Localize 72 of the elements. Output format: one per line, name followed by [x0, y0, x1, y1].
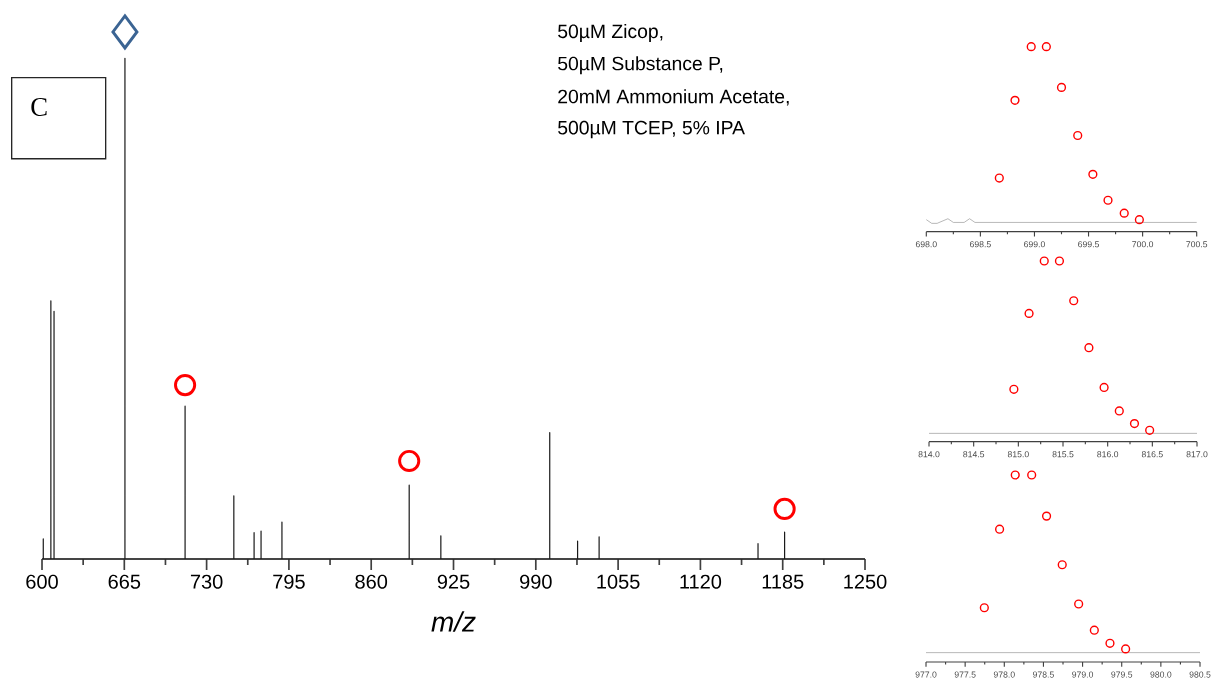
x-tick-label: 795	[273, 574, 305, 589]
x-tick-label: 1250	[844, 574, 887, 589]
point	[1114, 406, 1124, 416]
x-tick-label: 730	[190, 574, 223, 589]
point	[1084, 343, 1094, 353]
x-tick-label: 600	[26, 574, 58, 589]
point	[1073, 130, 1083, 141]
x-tick-label: 1185	[762, 574, 804, 589]
point	[1027, 470, 1037, 480]
point	[1129, 419, 1140, 429]
point	[1041, 42, 1051, 52]
x-tick-label: 1120	[680, 574, 722, 589]
x-tick-label: 698.0	[915, 241, 937, 248]
x-tick-label: 979.5	[1111, 671, 1133, 678]
point	[1099, 382, 1109, 393]
annotation: 20mM Ammonium Acetate,	[558, 89, 789, 106]
point	[1026, 42, 1036, 52]
x-tick-label: 977.0	[915, 671, 937, 678]
x-tick-label: 814.5	[963, 451, 985, 458]
point	[979, 603, 989, 613]
x-tick-label: 815.5	[1052, 451, 1074, 458]
point	[1105, 638, 1115, 648]
point	[174, 374, 197, 397]
point	[1054, 256, 1065, 266]
point	[1024, 308, 1034, 318]
point	[1134, 215, 1144, 225]
x-tick-label: 698.5	[969, 241, 991, 248]
x-tick-label: 816.0	[1097, 451, 1119, 458]
point	[773, 497, 796, 520]
point	[1103, 195, 1113, 205]
point	[1121, 644, 1131, 654]
x-tick-label: 979.0	[1072, 671, 1094, 678]
annotation: C	[31, 98, 47, 116]
point	[1009, 384, 1019, 394]
x-tick-label: 980.5	[1189, 671, 1211, 678]
x-tick-label: 860	[355, 574, 388, 589]
point	[1056, 82, 1067, 92]
x-tick-label: 815.0	[1007, 451, 1029, 458]
point	[1074, 599, 1084, 609]
point	[1057, 560, 1067, 570]
x-tick-label: 1055	[597, 574, 640, 589]
x-tick-label: 700.0	[1132, 241, 1154, 248]
point	[398, 449, 421, 473]
point	[1010, 470, 1020, 480]
x-tick-label: 814.0	[918, 451, 940, 458]
point	[111, 14, 139, 50]
x-tick-label: 665	[108, 574, 141, 589]
annotation: 50µM Zicop,	[558, 23, 663, 42]
point	[1039, 256, 1049, 266]
x-tick-label: 816.5	[1141, 451, 1163, 458]
x-tick-label: 977.5	[954, 671, 976, 678]
point	[994, 524, 1005, 534]
x-tick-label: 699.5	[1078, 241, 1100, 248]
point	[1088, 169, 1098, 179]
x-tick-label: 699.0	[1024, 241, 1045, 248]
point	[1119, 208, 1129, 218]
point	[1089, 625, 1099, 635]
annotation: 50µM Substance P,	[558, 56, 723, 75]
point	[1010, 95, 1020, 105]
x-tick-label: 980.0	[1150, 671, 1172, 678]
point	[1069, 296, 1079, 306]
x-tick-label: 700.5	[1186, 241, 1208, 248]
x-tick-label: 978.5	[1032, 671, 1054, 678]
annotation: 500µM TCEP, 5% IPA	[558, 120, 745, 139]
x-tick-label: 978.0	[993, 671, 1015, 678]
x-axis-title: m/z	[431, 611, 476, 632]
x-tick-label: 817.0	[1186, 451, 1208, 458]
point	[994, 173, 1004, 183]
point	[1145, 425, 1155, 435]
x-tick-label: 925	[437, 574, 470, 589]
point	[1041, 511, 1052, 521]
x-tick-label: 990	[520, 574, 552, 589]
